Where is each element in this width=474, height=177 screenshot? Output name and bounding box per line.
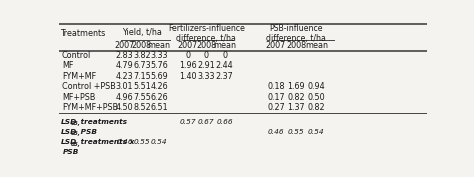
Text: 4.23: 4.23: [116, 72, 134, 81]
Text: Control +PSB: Control +PSB: [62, 82, 116, 91]
Text: mean: mean: [213, 41, 236, 50]
Text: 0.66: 0.66: [216, 119, 233, 125]
Text: 0.18: 0.18: [267, 82, 285, 91]
Text: 6.26: 6.26: [150, 93, 168, 101]
Text: 2.91: 2.91: [197, 61, 215, 70]
Text: 4.26: 4.26: [150, 82, 168, 91]
Text: 0.94: 0.94: [308, 82, 325, 91]
Text: 6.51: 6.51: [150, 103, 168, 112]
Text: 6.73: 6.73: [133, 61, 151, 70]
Text: PSB-influence
difference, t/ha: PSB-influence difference, t/ha: [266, 24, 326, 43]
Text: mean: mean: [305, 41, 328, 50]
Text: 8.52: 8.52: [133, 103, 151, 112]
Text: 0.54: 0.54: [308, 129, 325, 135]
Text: 4.50: 4.50: [116, 103, 134, 112]
Text: 2007: 2007: [115, 41, 135, 50]
Text: 2.44: 2.44: [216, 61, 233, 70]
Text: 4.79: 4.79: [116, 61, 134, 70]
Text: 1.69: 1.69: [287, 82, 305, 91]
Text: LSD: LSD: [61, 139, 77, 145]
Text: LSD: LSD: [61, 129, 77, 135]
Text: 0.82: 0.82: [287, 93, 305, 101]
Text: MF+PSB: MF+PSB: [62, 93, 95, 101]
Text: 0.67: 0.67: [198, 119, 215, 125]
Text: 0.27: 0.27: [267, 103, 285, 112]
Text: 7.15: 7.15: [133, 72, 151, 81]
Text: Treatments: Treatments: [60, 29, 105, 38]
Text: FYM+MF: FYM+MF: [62, 72, 96, 81]
Text: 1.40: 1.40: [179, 72, 197, 81]
Text: 1.96: 1.96: [179, 61, 197, 70]
Text: 0.55: 0.55: [288, 129, 304, 135]
Text: 0.82: 0.82: [308, 103, 325, 112]
Text: PSB: PSB: [63, 149, 79, 155]
Text: 3.33: 3.33: [198, 72, 215, 81]
Text: treatments x: treatments x: [78, 139, 134, 145]
Text: 0.54: 0.54: [151, 139, 167, 145]
Text: FYM+MF+PSB: FYM+MF+PSB: [62, 103, 118, 112]
Text: 1.37: 1.37: [287, 103, 305, 112]
Text: 2008: 2008: [132, 41, 152, 50]
Text: 2007: 2007: [266, 41, 286, 50]
Text: Fertilizers-influence
difference, t/ha: Fertilizers-influence difference, t/ha: [168, 24, 245, 43]
Text: 2008: 2008: [196, 41, 216, 50]
Text: 2.83: 2.83: [116, 51, 134, 60]
Text: 0: 0: [222, 51, 227, 60]
Text: treatments: treatments: [78, 119, 127, 125]
Text: MF: MF: [62, 61, 73, 70]
Text: LSD: LSD: [61, 119, 77, 125]
Text: 0.50: 0.50: [308, 93, 325, 101]
Text: 0.46: 0.46: [116, 139, 133, 145]
Text: PSB: PSB: [78, 129, 97, 135]
Text: 2.37: 2.37: [216, 72, 233, 81]
Text: 0.55: 0.55: [134, 139, 150, 145]
Text: 0.57: 0.57: [180, 119, 196, 125]
Text: 4.96: 4.96: [116, 93, 134, 101]
Text: 5.51: 5.51: [133, 82, 151, 91]
Text: 2007: 2007: [178, 41, 198, 50]
Text: 0: 0: [185, 51, 191, 60]
Text: 3.33: 3.33: [150, 51, 168, 60]
Text: 5.69: 5.69: [150, 72, 168, 81]
Text: 05,: 05,: [71, 131, 81, 136]
Text: 2008: 2008: [286, 41, 306, 50]
Text: 3.82: 3.82: [133, 51, 151, 60]
Text: 5.76: 5.76: [150, 61, 168, 70]
Text: mean: mean: [148, 41, 171, 50]
Text: 0.46: 0.46: [268, 129, 284, 135]
Text: 0.17: 0.17: [267, 93, 285, 101]
Text: Control: Control: [62, 51, 91, 60]
Text: 0: 0: [204, 51, 209, 60]
Text: 7.55: 7.55: [133, 93, 151, 101]
Text: 3.01: 3.01: [116, 82, 133, 91]
Text: 05,: 05,: [71, 121, 81, 126]
Text: Yield, t/ha: Yield, t/ha: [122, 28, 162, 37]
Text: 05,: 05,: [71, 142, 81, 147]
